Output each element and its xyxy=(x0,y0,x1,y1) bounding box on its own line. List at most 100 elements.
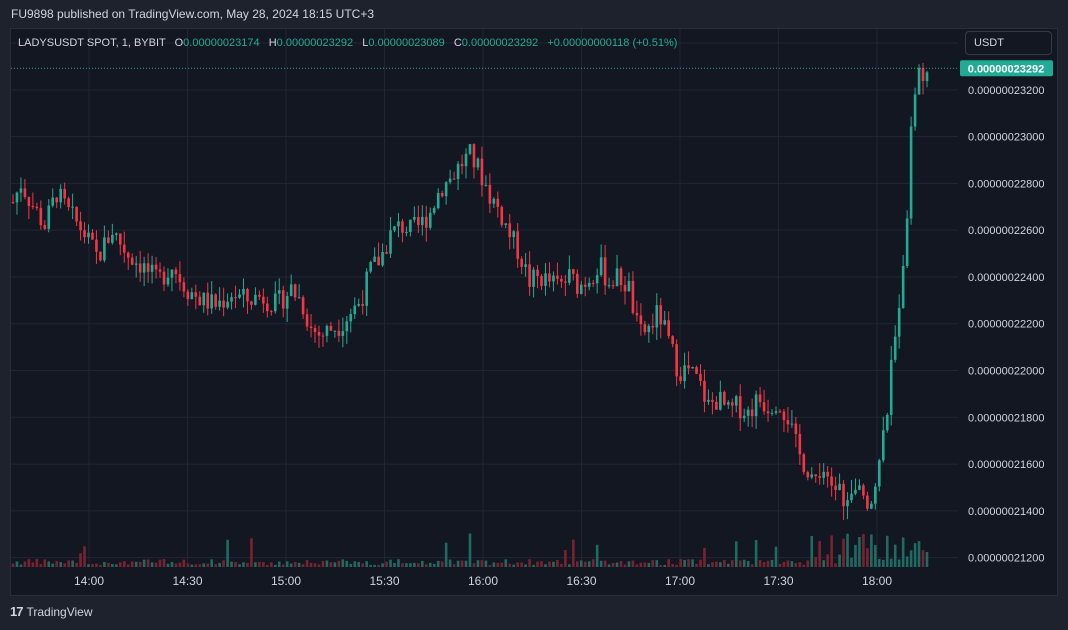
candle-body xyxy=(663,320,667,325)
candle-body xyxy=(35,206,39,209)
tradingview-logo[interactable]: 17 TradingView xyxy=(10,604,93,619)
time-tick-label: 16:30 xyxy=(566,574,596,588)
candle-body xyxy=(345,321,349,332)
candle-body xyxy=(329,325,333,331)
candle-body xyxy=(71,206,74,208)
volume-bar xyxy=(214,564,217,567)
candle-body xyxy=(254,294,257,305)
candle-body xyxy=(134,263,138,265)
candle-body xyxy=(572,269,575,274)
volume-bar xyxy=(607,564,611,567)
volume-bar xyxy=(754,540,758,567)
volume-bar xyxy=(806,560,810,567)
candle-body xyxy=(365,271,368,306)
candle-body xyxy=(746,409,750,416)
volume-bar xyxy=(373,564,376,567)
candle-body xyxy=(858,485,861,490)
candle-body xyxy=(480,158,484,186)
candle-body xyxy=(297,297,301,299)
volume-bar xyxy=(830,535,833,567)
volume-bar xyxy=(540,561,543,567)
volume-bar xyxy=(889,558,893,567)
volume-bar xyxy=(897,559,901,567)
volume-bar xyxy=(174,563,178,567)
candle-body xyxy=(607,285,611,287)
candle-body xyxy=(583,284,587,287)
candle-body xyxy=(885,414,889,431)
volume-bar xyxy=(742,559,746,567)
volume-bar xyxy=(266,564,269,567)
volume-bar xyxy=(734,541,738,567)
candle-body xyxy=(377,256,380,266)
volume-bar xyxy=(913,543,917,567)
volume-bar xyxy=(778,563,782,567)
candle-body xyxy=(516,231,519,259)
volume-bar xyxy=(289,563,293,567)
price-tick-label: 0.00000022400 xyxy=(968,272,1044,284)
volume-bar xyxy=(727,563,730,567)
volume-bar xyxy=(333,562,337,567)
high-value: 0.00000023292 xyxy=(276,37,354,49)
candle-body xyxy=(556,275,559,279)
volume-bar xyxy=(150,562,154,567)
volume-bar xyxy=(43,559,47,567)
candle-body xyxy=(830,476,833,486)
candle-body xyxy=(230,297,233,302)
chart-pane[interactable] xyxy=(10,28,1058,596)
candle-body xyxy=(281,290,285,309)
candle-body xyxy=(182,282,186,292)
currency-selector-button[interactable]: USDT xyxy=(965,31,1052,55)
volume-bar xyxy=(27,559,31,567)
candle-body xyxy=(532,269,535,287)
candle-body xyxy=(790,423,794,425)
candle-body xyxy=(798,434,802,455)
volume-bar xyxy=(55,560,59,567)
candle-body xyxy=(496,198,500,207)
volume-bar xyxy=(667,559,670,567)
volume-bar xyxy=(750,564,754,567)
candle-body xyxy=(699,373,702,381)
volume-bar xyxy=(623,564,627,567)
candle-body xyxy=(107,237,110,243)
volume-bar xyxy=(309,562,313,567)
volume-bar xyxy=(186,563,190,567)
volume-bar xyxy=(242,562,245,567)
volume-bar xyxy=(870,534,873,567)
candle-body xyxy=(333,330,337,332)
candle-body xyxy=(23,188,27,198)
candle-body xyxy=(214,294,217,307)
candle-body xyxy=(738,396,742,419)
volume-bar xyxy=(591,559,595,567)
grid xyxy=(11,29,958,567)
candle-body xyxy=(762,402,766,412)
volume-bar xyxy=(854,544,857,567)
candle-body xyxy=(325,325,329,336)
volume-bar xyxy=(234,561,237,567)
candle-body xyxy=(154,264,158,270)
candle-body xyxy=(623,285,627,292)
volume-bar xyxy=(230,561,233,567)
candle-body xyxy=(27,197,31,206)
candle-body xyxy=(881,430,885,461)
candle-body xyxy=(703,380,706,402)
volume-bar xyxy=(464,560,468,567)
candle-body xyxy=(198,296,202,306)
volume-bar xyxy=(460,560,464,567)
price-tick-label: 0.00000021400 xyxy=(968,506,1044,518)
candle-body xyxy=(603,257,607,286)
tradingview-logo-icon: 17 xyxy=(10,604,24,619)
candle-body xyxy=(178,274,182,283)
candle-body xyxy=(99,251,102,261)
volume-bar xyxy=(583,561,587,567)
symbol-label: LADYSUSDT SPOT, 1, BYBIT xyxy=(18,37,166,49)
candle-body xyxy=(504,223,508,225)
candle-body xyxy=(468,144,472,154)
volume-bar xyxy=(456,560,460,567)
volume-bar xyxy=(885,535,889,567)
candle-body xyxy=(667,320,670,337)
volume-bar xyxy=(719,562,722,567)
volume-bar xyxy=(67,560,70,567)
time-tick-label: 17:00 xyxy=(665,574,695,588)
volume-bar xyxy=(655,560,659,567)
